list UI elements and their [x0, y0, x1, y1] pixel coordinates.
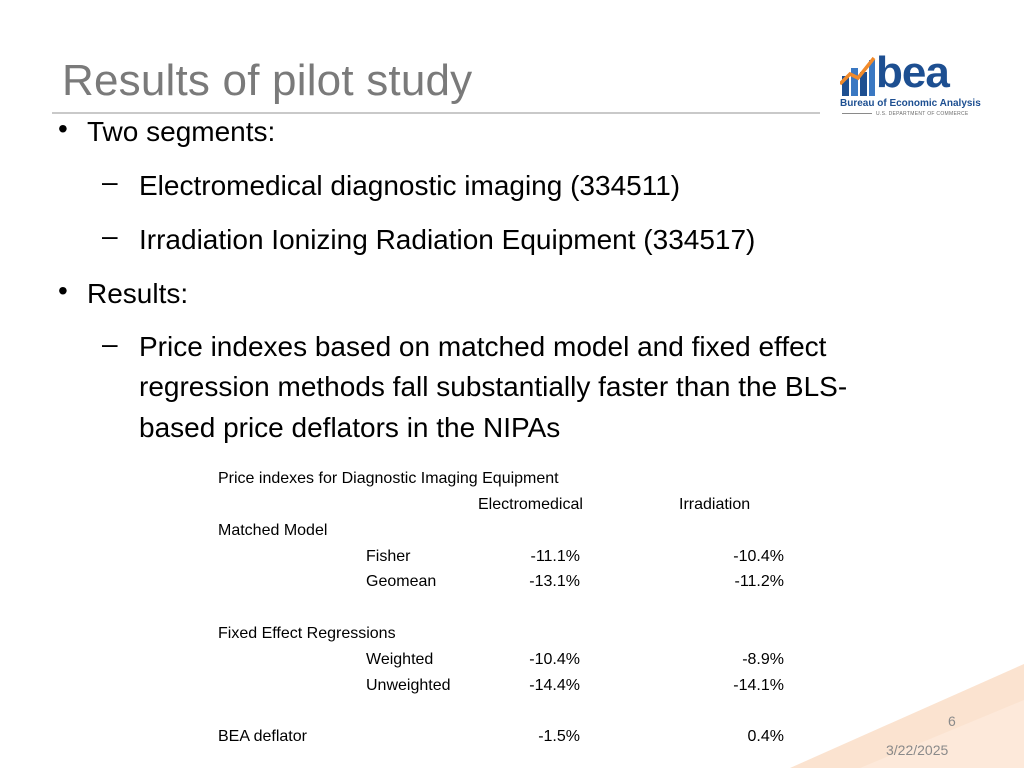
cell-electromedical: -14.4%: [529, 677, 580, 694]
cell-irradiation: -8.9%: [742, 651, 784, 668]
bullet-dot: •: [58, 275, 68, 306]
row-label: Fisher: [366, 548, 411, 565]
row-label: Geomean: [366, 573, 437, 590]
logo-wordmark: bea: [876, 48, 950, 97]
row-label: Weighted: [366, 651, 434, 668]
sub-bullet-text-line: regression methods fall substantially fa…: [139, 371, 848, 402]
logo-department: U.S. DEPARTMENT OF COMMERCE: [876, 111, 969, 117]
group-label: Fixed Effect Regressions: [218, 625, 396, 642]
bullet-text: Two segments:: [87, 116, 276, 147]
column-header-irradiation: Irradiation: [679, 496, 751, 513]
logo-agency-name: Bureau of Economic Analysis: [840, 98, 981, 109]
sub-bullet-text-line: Price indexes based on matched model and…: [139, 331, 827, 362]
cell-electromedical: -1.5%: [538, 728, 580, 745]
sub-bullet-text-line: based price deflators in the NIPAs: [139, 412, 561, 443]
cell-irradiation: -14.1%: [733, 677, 784, 694]
cell-electromedical: -10.4%: [529, 651, 580, 668]
sub-bullet-dash: –: [102, 328, 118, 359]
row-label: BEA deflator: [218, 728, 307, 745]
bullet-text: Results:: [87, 278, 189, 309]
bea-logo: bea Bureau of Economic Analysis U.S. DEP…: [840, 48, 981, 118]
cell-irradiation: -11.2%: [734, 573, 784, 590]
column-header-electromedical: Electromedical: [478, 496, 583, 513]
logo-rule: [842, 113, 872, 114]
cell-electromedical: -11.1%: [530, 548, 580, 565]
sub-bullet-dash: –: [102, 220, 118, 251]
cell-irradiation: -10.4%: [733, 548, 784, 565]
table-caption: Price indexes for Diagnostic Imaging Equ…: [218, 470, 559, 487]
title-divider: [52, 112, 820, 114]
sub-bullet-text: Irradiation Ionizing Radiation Equipment…: [139, 224, 756, 255]
slide-date: 3/22/2025: [886, 742, 949, 758]
group-label: Matched Model: [218, 522, 328, 539]
bullet-dot: •: [58, 113, 68, 144]
bar-chart-logo-icon: [840, 56, 876, 96]
cell-irradiation: 0.4%: [747, 728, 784, 745]
sub-bullet-dash: –: [102, 166, 118, 197]
sub-bullet-text: Electromedical diagnostic imaging (33451…: [139, 170, 681, 201]
page-number: 6: [948, 713, 956, 729]
cell-electromedical: -13.1%: [529, 573, 580, 590]
row-label: Unweighted: [366, 677, 451, 694]
page-title: Results of pilot study: [62, 56, 473, 105]
